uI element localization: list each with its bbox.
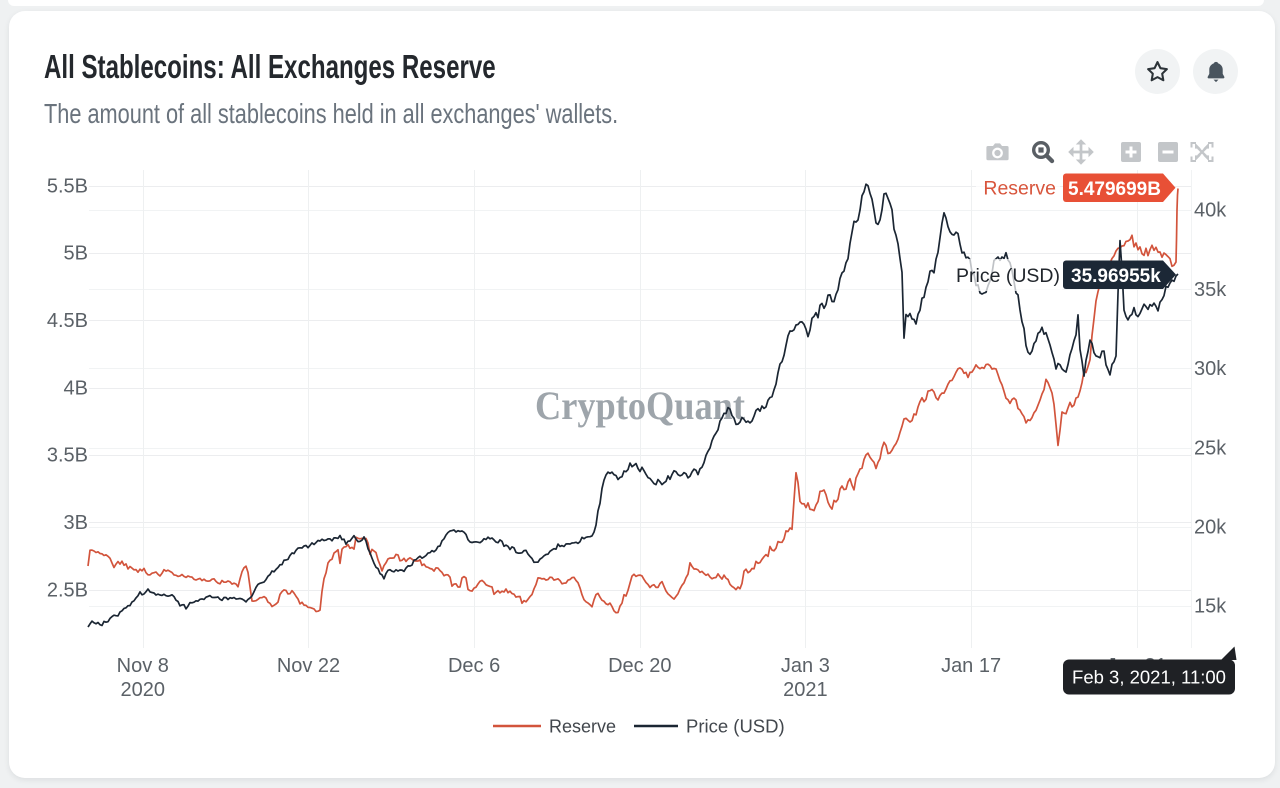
svg-text:Dec 6: Dec 6 [448,655,500,677]
svg-text:35k: 35k [1194,279,1227,301]
svg-text:5.479699B: 5.479699B [1068,179,1161,200]
svg-text:Reserve: Reserve [983,178,1056,200]
svg-text:Feb 3, 2021, 11:00: Feb 3, 2021, 11:00 [1072,667,1226,688]
svg-text:2021: 2021 [783,679,828,701]
svg-text:Reserve: Reserve [549,717,616,737]
svg-text:Jan 3: Jan 3 [781,655,830,677]
svg-text:3B: 3B [64,512,88,534]
svg-text:Price (USD): Price (USD) [956,265,1060,287]
svg-text:4.5B: 4.5B [47,310,88,332]
svg-text:35.96955k: 35.96955k [1071,266,1161,287]
svg-text:2020: 2020 [121,679,166,701]
svg-text:25k: 25k [1194,437,1227,459]
svg-text:Price (USD): Price (USD) [686,716,785,737]
svg-text:5.5B: 5.5B [47,175,88,197]
svg-text:5B: 5B [64,243,88,265]
svg-text:Jan 17: Jan 17 [941,655,1001,677]
svg-text:4B: 4B [64,377,88,399]
svg-text:2.5B: 2.5B [47,579,88,601]
svg-text:30k: 30k [1194,358,1227,380]
svg-text:CryptoQuant: CryptoQuant [535,383,746,428]
svg-text:20k: 20k [1194,517,1227,539]
svg-text:Dec 20: Dec 20 [608,655,671,677]
svg-text:40k: 40k [1194,200,1227,222]
svg-text:Nov 8: Nov 8 [117,655,169,677]
svg-text:Nov 22: Nov 22 [277,655,340,677]
svg-text:15k: 15k [1194,596,1227,618]
svg-text:3.5B: 3.5B [47,445,88,467]
